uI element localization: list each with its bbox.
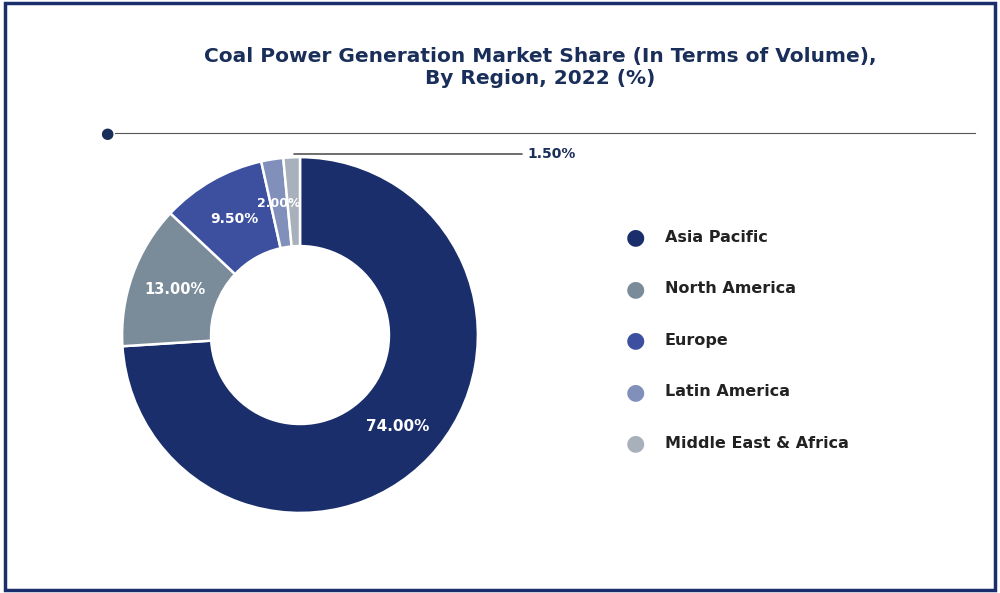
Text: 9.50%: 9.50% [210, 212, 258, 226]
Wedge shape [122, 213, 235, 346]
Text: 13.00%: 13.00% [144, 282, 205, 297]
Text: Middle East & Africa: Middle East & Africa [665, 436, 849, 451]
Wedge shape [283, 157, 300, 247]
Text: Latin America: Latin America [665, 384, 790, 400]
Text: PRECEDENCE: PRECEDENCE [26, 34, 103, 44]
Text: 74.00%: 74.00% [366, 419, 429, 434]
Text: Asia Pacific: Asia Pacific [665, 229, 768, 245]
Text: Europe: Europe [665, 333, 729, 348]
Text: RESEARCH: RESEARCH [33, 64, 96, 74]
Bar [24, 20, 105, 87]
Text: ●: ● [100, 126, 114, 141]
Text: North America: North America [665, 281, 796, 296]
Text: ●: ● [625, 382, 645, 402]
Text: ●: ● [625, 227, 645, 247]
Wedge shape [170, 161, 281, 274]
Text: Coal Power Generation Market Share (In Terms of Volume),
By Region, 2022 (%): Coal Power Generation Market Share (In T… [204, 47, 876, 88]
Wedge shape [261, 158, 292, 248]
Text: ●: ● [625, 433, 645, 454]
Text: 2.00%: 2.00% [257, 197, 301, 210]
Text: ●: ● [625, 279, 645, 299]
Wedge shape [122, 157, 478, 513]
Text: ●: ● [625, 330, 645, 350]
Text: 1.50%: 1.50% [294, 146, 576, 161]
